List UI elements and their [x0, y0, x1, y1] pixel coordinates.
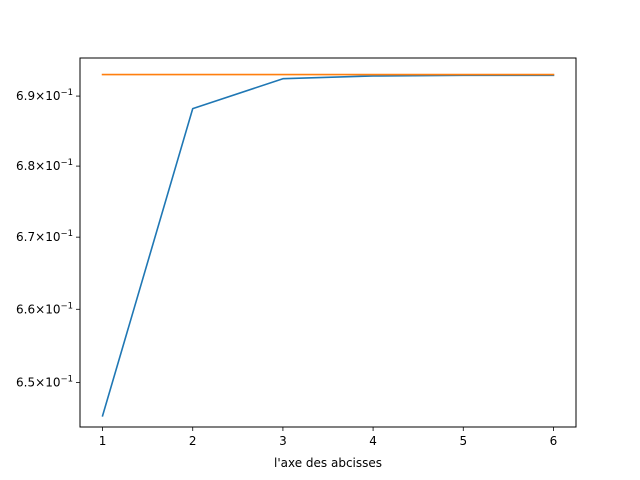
- y-tick-mantissa: 6.6: [16, 302, 35, 316]
- y-tick-label: 6.6×10−1: [16, 301, 73, 316]
- y-tick-exponent: −1: [60, 88, 73, 98]
- x-tick-label: 3: [279, 434, 287, 448]
- y-tick-mantissa: 6.7: [16, 230, 35, 244]
- series-layer: [101, 73, 555, 417]
- y-tick-times: ×: [35, 302, 45, 316]
- y-tick-label: 6.7×10−1: [16, 229, 73, 244]
- y-tick-exponent: −1: [60, 229, 73, 239]
- y-tick-times: ×: [35, 230, 45, 244]
- x-tick-label: 4: [369, 434, 377, 448]
- y-tick-mantissa: 6.5: [16, 376, 35, 390]
- x-tick-label: 1: [99, 434, 107, 448]
- x-tick-label: 5: [459, 434, 467, 448]
- y-tick-mantissa: 6.9: [16, 89, 35, 103]
- y-tick-times: ×: [35, 89, 45, 103]
- y-tick-exponent: −1: [60, 375, 73, 385]
- y-tick-label: 6.8×10−1: [16, 158, 73, 173]
- x-axis-label: l'axe des abcisses: [274, 456, 382, 470]
- plot-frame: [79, 57, 577, 428]
- y-tick-base: 10: [45, 302, 60, 316]
- x-axis-ticks: 1 2 3 4 5 6: [99, 427, 558, 448]
- x-tick-label: 6: [550, 434, 558, 448]
- y-tick-base: 10: [45, 230, 60, 244]
- y-tick-base: 10: [45, 376, 60, 390]
- y-tick-base: 10: [45, 89, 60, 103]
- y-tick-label: 6.9×10−1: [16, 88, 73, 103]
- y-tick-label: 6.5×10−1: [16, 375, 73, 390]
- y-tick-times: ×: [35, 159, 45, 173]
- y-tick-exponent: −1: [60, 158, 73, 168]
- y-tick-times: ×: [35, 376, 45, 390]
- y-tick-mantissa: 6.8: [16, 159, 35, 173]
- y-axis-ticks: 6.5×10−16.6×10−16.7×10−16.8×10−16.9×10−1: [16, 88, 80, 390]
- y-tick-base: 10: [45, 159, 60, 173]
- y-tick-exponent: −1: [60, 301, 73, 311]
- x-tick-label: 2: [189, 434, 197, 448]
